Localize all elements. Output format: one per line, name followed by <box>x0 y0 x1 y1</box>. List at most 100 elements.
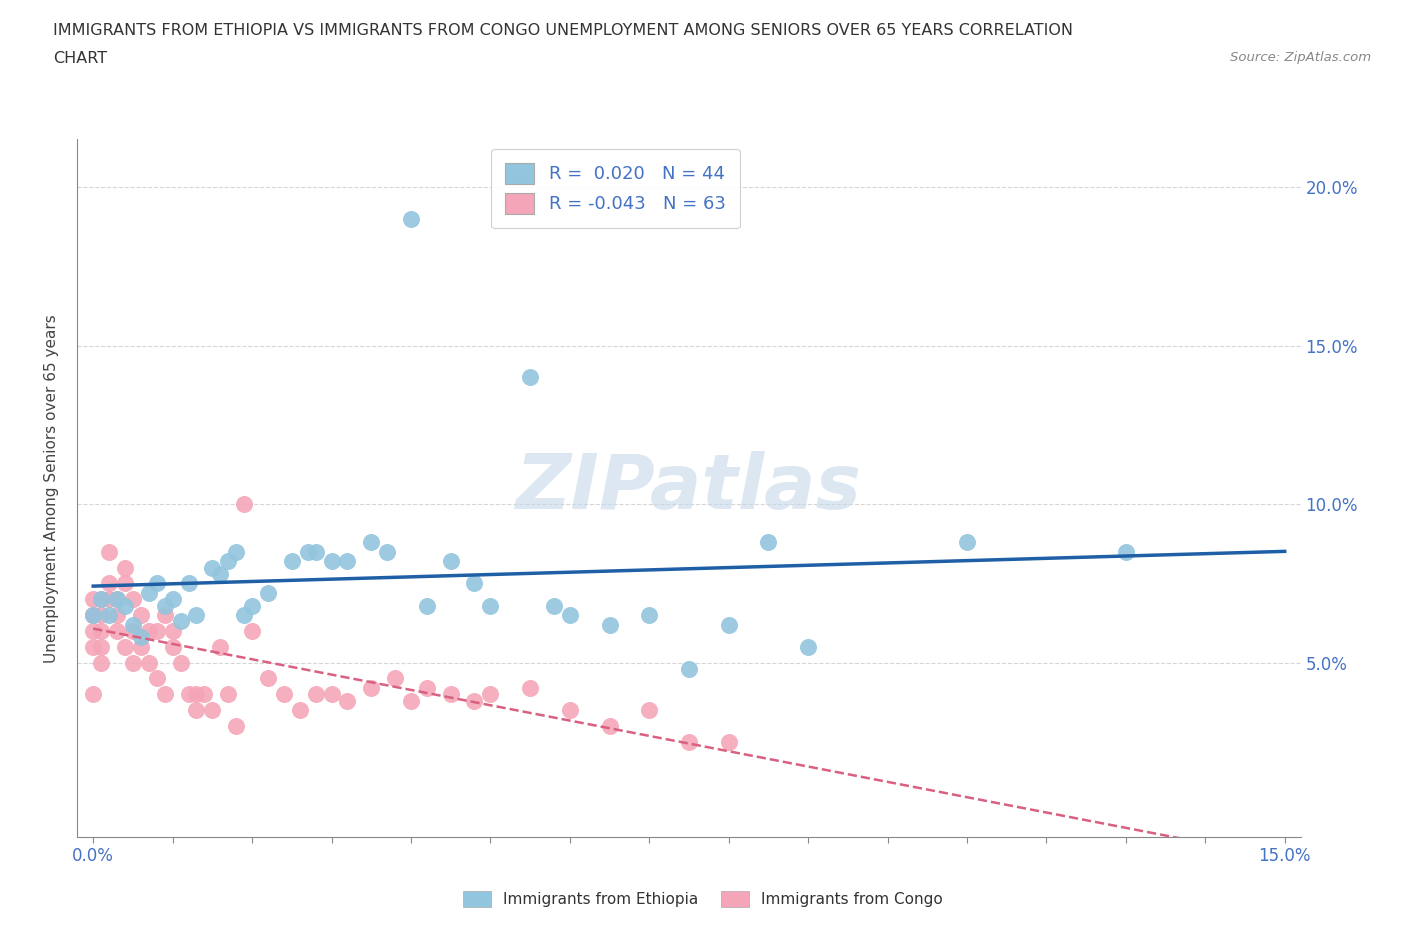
Point <box>440 553 463 568</box>
Text: Source: ZipAtlas.com: Source: ZipAtlas.com <box>1230 51 1371 64</box>
Point <box>273 687 295 702</box>
Point <box>82 639 104 654</box>
Point <box>129 639 152 654</box>
Point <box>463 576 485 591</box>
Point <box>558 703 581 718</box>
Point <box>638 703 661 718</box>
Point <box>122 623 145 638</box>
Point <box>519 370 541 385</box>
Point <box>225 719 247 734</box>
Point <box>177 687 200 702</box>
Point <box>416 598 439 613</box>
Point <box>169 614 191 629</box>
Point <box>519 681 541 696</box>
Point <box>599 719 621 734</box>
Point <box>1115 544 1137 559</box>
Point <box>90 639 112 654</box>
Point <box>186 703 208 718</box>
Text: ZIPatlas: ZIPatlas <box>516 451 862 525</box>
Point <box>416 681 439 696</box>
Point <box>638 607 661 622</box>
Point <box>599 618 621 632</box>
Point <box>105 591 128 606</box>
Point <box>440 687 463 702</box>
Point <box>169 655 191 670</box>
Point <box>162 623 184 638</box>
Point <box>145 623 167 638</box>
Point <box>217 687 239 702</box>
Point <box>797 639 820 654</box>
Point <box>360 681 382 696</box>
Point <box>543 598 565 613</box>
Point <box>399 693 422 708</box>
Point <box>145 576 167 591</box>
Point <box>82 607 104 622</box>
Point <box>257 586 280 601</box>
Point <box>105 607 128 622</box>
Point <box>122 618 145 632</box>
Point <box>225 544 247 559</box>
Point <box>717 735 740 750</box>
Point <box>233 607 256 622</box>
Point <box>186 687 208 702</box>
Point <box>678 735 700 750</box>
Point <box>463 693 485 708</box>
Point <box>304 544 326 559</box>
Point <box>82 591 104 606</box>
Point <box>678 661 700 676</box>
Point <box>193 687 215 702</box>
Point <box>558 607 581 622</box>
Point <box>114 639 136 654</box>
Point <box>122 655 145 670</box>
Point <box>90 655 112 670</box>
Point <box>375 544 398 559</box>
Text: IMMIGRANTS FROM ETHIOPIA VS IMMIGRANTS FROM CONGO UNEMPLOYMENT AMONG SENIORS OVE: IMMIGRANTS FROM ETHIOPIA VS IMMIGRANTS F… <box>53 23 1073 38</box>
Point <box>321 687 343 702</box>
Point <box>717 618 740 632</box>
Point <box>138 655 160 670</box>
Point <box>201 703 224 718</box>
Point <box>201 560 224 575</box>
Point <box>288 703 311 718</box>
Legend: Immigrants from Ethiopia, Immigrants from Congo: Immigrants from Ethiopia, Immigrants fro… <box>457 884 949 913</box>
Point <box>98 607 121 622</box>
Point <box>82 607 104 622</box>
Point <box>90 623 112 638</box>
Point <box>105 591 128 606</box>
Legend: R =  0.020   N = 44, R = -0.043   N = 63: R = 0.020 N = 44, R = -0.043 N = 63 <box>491 149 740 228</box>
Y-axis label: Unemployment Among Seniors over 65 years: Unemployment Among Seniors over 65 years <box>44 314 59 662</box>
Point <box>153 607 176 622</box>
Point <box>336 693 359 708</box>
Point <box>98 576 121 591</box>
Text: CHART: CHART <box>53 51 107 66</box>
Point <box>90 591 112 606</box>
Point <box>257 671 280 686</box>
Point <box>82 607 104 622</box>
Point <box>122 591 145 606</box>
Point <box>153 687 176 702</box>
Point <box>479 598 502 613</box>
Point <box>209 639 232 654</box>
Point <box>129 630 152 644</box>
Point <box>240 598 263 613</box>
Point <box>138 586 160 601</box>
Point <box>756 535 779 550</box>
Point <box>90 607 112 622</box>
Point <box>145 671 167 686</box>
Point <box>281 553 304 568</box>
Point <box>129 607 152 622</box>
Point <box>209 566 232 581</box>
Point <box>82 687 104 702</box>
Point <box>138 623 160 638</box>
Point <box>399 211 422 226</box>
Point <box>98 591 121 606</box>
Point <box>233 497 256 512</box>
Point <box>114 576 136 591</box>
Point <box>82 623 104 638</box>
Point <box>321 553 343 568</box>
Point <box>217 553 239 568</box>
Point <box>297 544 319 559</box>
Point <box>105 623 128 638</box>
Point <box>186 607 208 622</box>
Point <box>114 560 136 575</box>
